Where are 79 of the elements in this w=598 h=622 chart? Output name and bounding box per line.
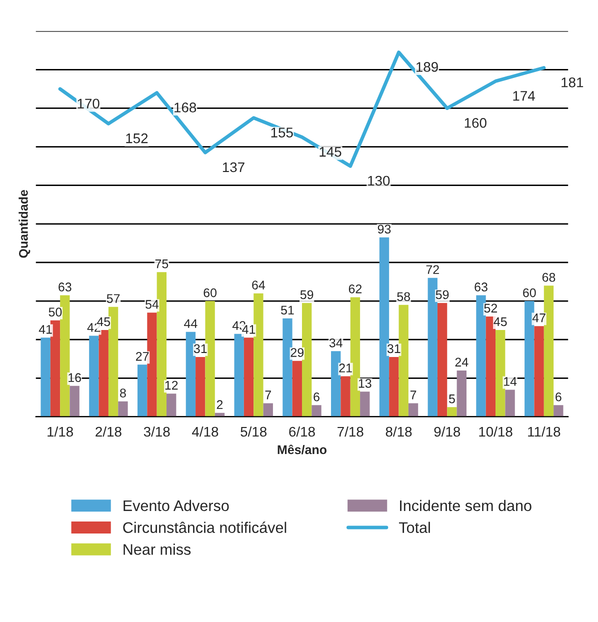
data-label: 130: [368, 176, 390, 186]
data-label: 31: [194, 344, 207, 354]
bar: [108, 306, 118, 417]
legend-label: Incidente sem dano: [400, 500, 532, 512]
data-label: 2: [216, 400, 223, 409]
data-label: 21: [339, 364, 352, 372]
data-label: 181: [562, 77, 584, 88]
bar: [331, 351, 341, 417]
bar: [40, 338, 50, 417]
data-label: 47: [532, 314, 546, 322]
data-label: 68: [542, 272, 556, 282]
y-axis-title: Quantidade: [18, 190, 30, 258]
x-tick-label: 2/18: [96, 426, 122, 437]
data-label: 170: [78, 98, 100, 109]
data-label: 63: [58, 282, 72, 292]
data-label: 152: [126, 133, 148, 144]
data-label: 93: [378, 224, 391, 234]
data-label: 52: [484, 304, 498, 313]
bar: [50, 320, 60, 417]
x-tick-label: 7/18: [338, 426, 364, 437]
data-label: 64: [252, 280, 266, 290]
bar: [379, 237, 390, 417]
legend-label: Near miss: [124, 544, 191, 555]
data-label: 160: [464, 118, 486, 128]
bar: [137, 364, 148, 417]
data-label: 72: [426, 265, 439, 274]
bar: [496, 330, 506, 417]
x-tick-label: 8/18: [386, 426, 412, 437]
data-label: 174: [513, 91, 535, 101]
bar: [398, 304, 408, 417]
data-label: 7: [410, 390, 416, 400]
data-label: 60: [204, 288, 217, 298]
data-label: 7: [265, 390, 271, 400]
legend-label: Circunstância notificável: [123, 522, 286, 534]
data-label: 6: [314, 392, 320, 402]
x-tick-label: 6/18: [289, 426, 315, 437]
data-label: 189: [416, 62, 438, 72]
data-label: 155: [271, 128, 293, 138]
x-tick-label: 11/18: [528, 426, 560, 437]
data-label: 137: [222, 162, 244, 172]
data-label: 62: [348, 284, 362, 294]
data-label: 24: [455, 358, 468, 366]
data-label: 27: [136, 352, 149, 361]
x-axis-title: Mês/ano: [278, 444, 327, 454]
data-label: 50: [48, 308, 62, 316]
data-label: 60: [523, 288, 536, 298]
data-label: 145: [320, 147, 342, 157]
data-label: 59: [300, 290, 314, 300]
bar: [166, 394, 176, 417]
x-tick-label: 5/18: [240, 426, 267, 437]
x-tick-label: 9/18: [434, 426, 460, 437]
data-label: 16: [68, 373, 81, 382]
data-label: 63: [474, 282, 488, 292]
data-label: 41: [38, 325, 52, 334]
data-label: 58: [397, 292, 410, 302]
data-label: 29: [290, 348, 304, 357]
legend-label: Total: [399, 522, 430, 534]
data-label: 34: [329, 338, 342, 348]
data-label: 75: [155, 260, 168, 268]
x-tick-label: 1/18: [48, 426, 73, 437]
data-label: 168: [174, 102, 196, 112]
legend-label: Evento Adverso: [124, 500, 229, 512]
x-tick-label: 10/18: [479, 426, 512, 437]
data-label: 14: [504, 377, 517, 386]
data-label: 54: [146, 300, 159, 309]
data-label: 6: [556, 392, 562, 402]
data-label: 44: [184, 319, 198, 328]
data-label: 51: [281, 306, 294, 315]
data-label: 59: [436, 290, 449, 300]
x-tick-label: 3/18: [144, 426, 170, 437]
data-label: 5: [449, 394, 455, 404]
data-label: 12: [165, 380, 178, 390]
data-label: 8: [120, 388, 126, 398]
data-label: 13: [358, 378, 372, 388]
bar: [89, 336, 99, 417]
data-label: 57: [106, 294, 120, 303]
data-label: 31: [387, 344, 400, 354]
data-label: 45: [494, 317, 507, 326]
x-tick-label: 4/18: [192, 426, 218, 437]
